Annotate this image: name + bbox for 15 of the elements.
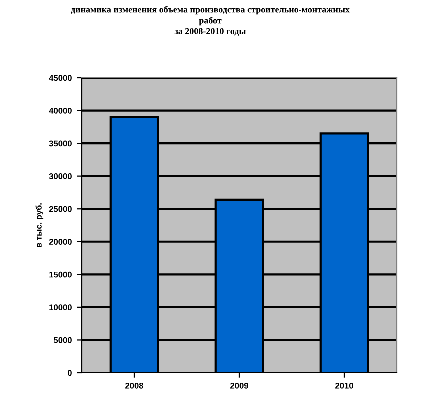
y-tick-label: 15000 (50, 272, 72, 278)
y-tick-label: 30000 (49, 174, 72, 180)
y-tick-label: 45000 (49, 75, 72, 82)
y-tick-label: 10000 (50, 304, 72, 311)
y-tick-label: 20000 (49, 239, 72, 245)
chart-title: динамика изменения объема производства строительно-монтажных работ за 2008-2010 годы (71, 6, 350, 36)
y-tick-label: 40000 (49, 108, 72, 114)
y-tick-label: 0 (68, 370, 72, 376)
y-tick-label: 25000 (49, 206, 72, 212)
y-tick-label: 35000 (49, 140, 72, 147)
x-tick-label: 2008 (126, 382, 144, 389)
x-tick-label: 2009 (230, 382, 248, 389)
y-tick-label: 5000 (54, 337, 72, 344)
x-tick-label: 2010 (336, 382, 354, 389)
y-axis-title: в тыс. руб. (36, 204, 44, 248)
